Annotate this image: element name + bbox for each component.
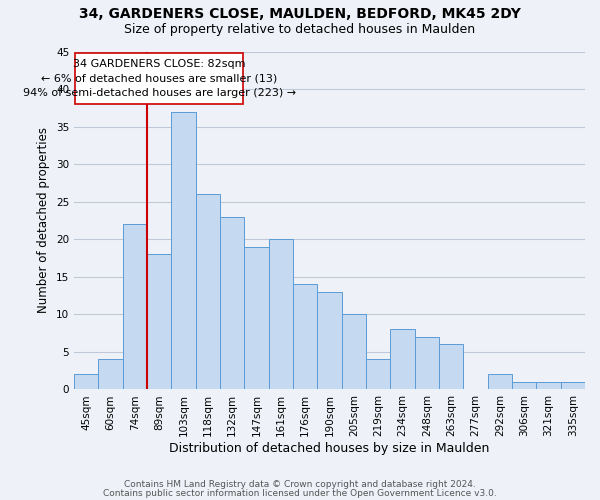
Text: Contains public sector information licensed under the Open Government Licence v3: Contains public sector information licen… — [103, 488, 497, 498]
Bar — [366, 360, 391, 390]
Bar — [560, 382, 585, 390]
Bar — [317, 292, 341, 390]
Bar — [172, 112, 196, 390]
Y-axis label: Number of detached properties: Number of detached properties — [37, 128, 50, 314]
Text: Size of property relative to detached houses in Maulden: Size of property relative to detached ho… — [124, 24, 476, 36]
Bar — [123, 224, 147, 390]
Text: 34, GARDENERS CLOSE, MAULDEN, BEDFORD, MK45 2DY: 34, GARDENERS CLOSE, MAULDEN, BEDFORD, M… — [79, 8, 521, 22]
Bar — [488, 374, 512, 390]
Bar — [341, 314, 366, 390]
Bar — [147, 254, 172, 390]
Text: 34 GARDENERS CLOSE: 82sqm: 34 GARDENERS CLOSE: 82sqm — [73, 60, 245, 70]
Bar — [75, 53, 243, 104]
Bar — [293, 284, 317, 390]
X-axis label: Distribution of detached houses by size in Maulden: Distribution of detached houses by size … — [169, 442, 490, 455]
Bar — [439, 344, 463, 390]
Bar — [269, 240, 293, 390]
Bar — [220, 216, 244, 390]
Bar — [74, 374, 98, 390]
Bar — [391, 330, 415, 390]
Bar — [512, 382, 536, 390]
Text: ← 6% of detached houses are smaller (13): ← 6% of detached houses are smaller (13) — [41, 74, 277, 84]
Text: Contains HM Land Registry data © Crown copyright and database right 2024.: Contains HM Land Registry data © Crown c… — [124, 480, 476, 489]
Text: 94% of semi-detached houses are larger (223) →: 94% of semi-detached houses are larger (… — [23, 88, 296, 98]
Bar — [196, 194, 220, 390]
Bar — [536, 382, 560, 390]
Bar — [98, 360, 123, 390]
Bar — [244, 247, 269, 390]
Bar — [415, 337, 439, 390]
